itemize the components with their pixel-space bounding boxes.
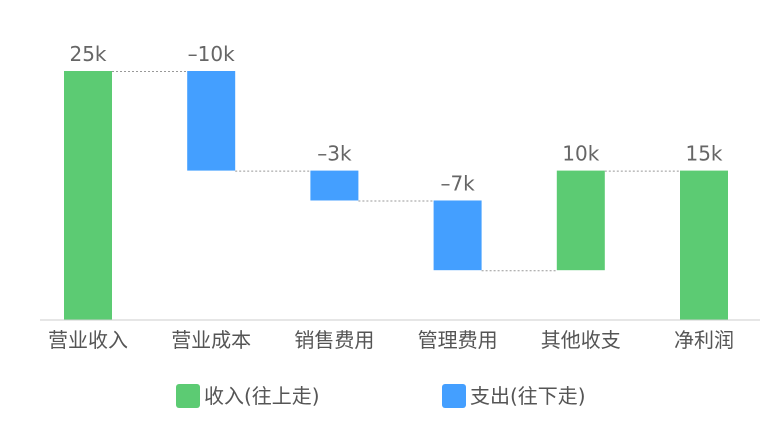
category-label-1: 营业成本 [171, 328, 251, 352]
bar-4 [556, 170, 605, 271]
category-label-4: 其他收支 [541, 328, 621, 352]
category-label-3: 管理费用 [418, 328, 498, 352]
value-label-1: –10k [188, 42, 235, 66]
value-label-3: –7k [440, 171, 475, 195]
bar-5 [680, 170, 728, 320]
category-label-2: 销售费用 [294, 328, 374, 352]
legend-label-income: 收入(往上走) [204, 384, 320, 408]
category-label-5: 净利润 [674, 328, 734, 352]
legend: 收入(往上走) 支出(往下走) [176, 384, 586, 408]
connectors-layer [112, 71, 680, 272]
bar-2 [310, 170, 359, 201]
legend-label-expense: 支出(往下走) [470, 384, 586, 408]
bar-3 [433, 200, 482, 271]
category-labels-layer: 营业收入 营业成本 销售费用 管理费用 其他收支 净利润 [48, 328, 734, 352]
bar-0 [64, 71, 112, 320]
bar-1 [187, 71, 236, 171]
value-labels-layer: 25k –10k –3k –7k 10k 15k [69, 42, 722, 195]
legend-swatch-expense [442, 384, 466, 408]
value-label-5: 15k [685, 142, 722, 166]
value-label-2: –3k [317, 142, 352, 166]
category-label-0: 营业收入 [48, 328, 128, 352]
legend-swatch-income [176, 384, 200, 408]
value-label-4: 10k [562, 142, 599, 166]
value-label-0: 25k [69, 42, 106, 66]
bars-layer [64, 71, 728, 320]
